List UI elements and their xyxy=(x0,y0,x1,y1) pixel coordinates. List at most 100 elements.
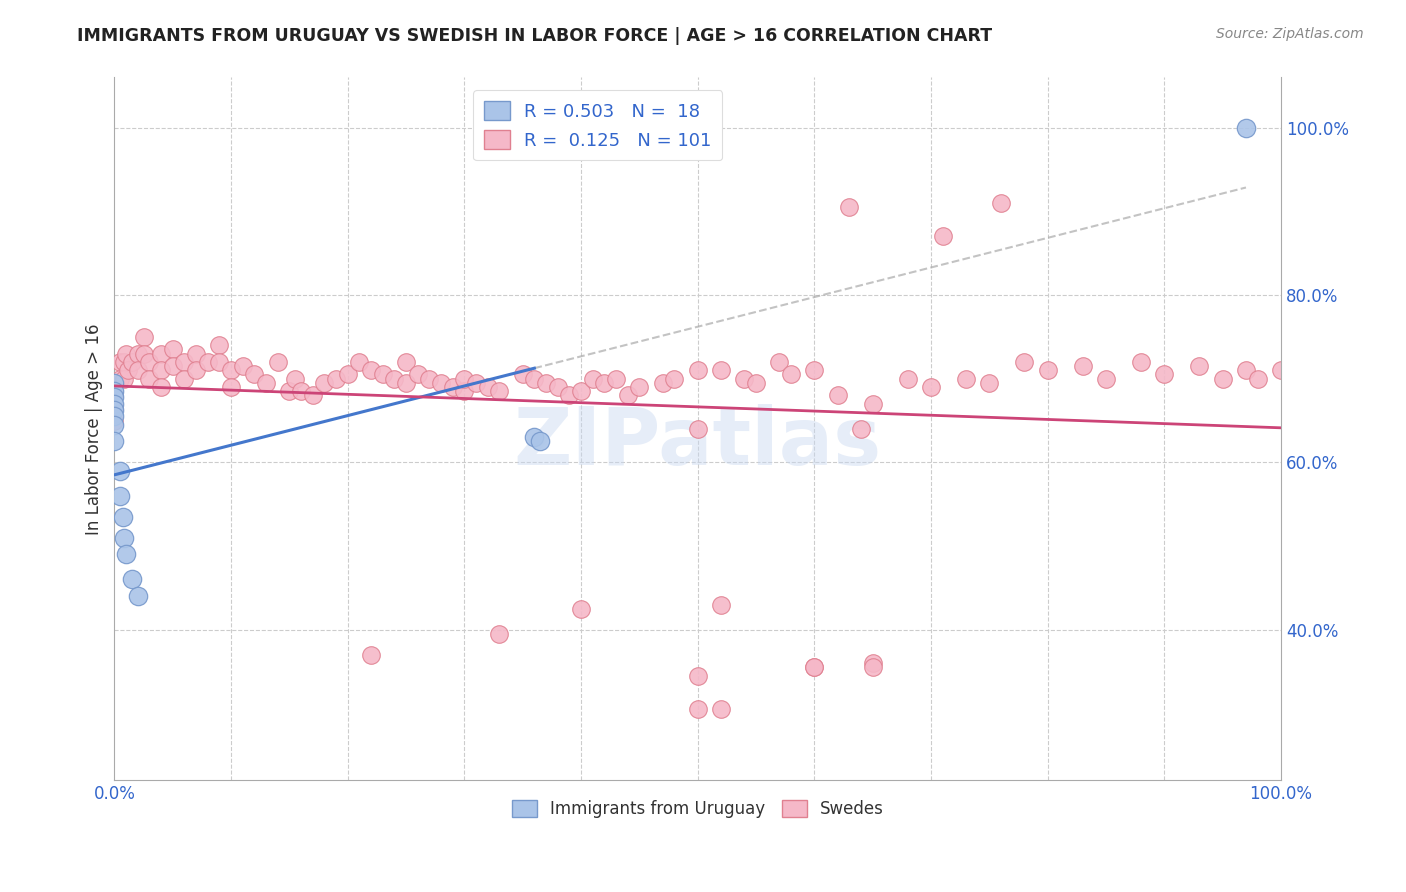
Immigrants from Uruguay xyxy=(115,548,138,562)
Swedes xyxy=(745,376,768,390)
Swedes xyxy=(382,372,405,386)
Swedes xyxy=(1212,372,1234,386)
Swedes xyxy=(1130,355,1153,369)
Swedes xyxy=(931,229,953,244)
Swedes xyxy=(523,372,546,386)
Swedes xyxy=(219,380,242,394)
Swedes xyxy=(150,346,173,360)
Text: ZIPatlas: ZIPatlas xyxy=(513,404,882,482)
Swedes xyxy=(1270,363,1292,377)
Swedes xyxy=(780,368,803,382)
Swedes xyxy=(278,384,301,399)
Swedes xyxy=(132,346,155,360)
Swedes xyxy=(558,388,581,402)
Swedes xyxy=(955,372,977,386)
Swedes xyxy=(1095,372,1118,386)
Swedes xyxy=(686,363,709,377)
Swedes xyxy=(686,422,709,436)
Swedes xyxy=(112,372,135,386)
Swedes xyxy=(1036,363,1059,377)
Swedes xyxy=(132,330,155,344)
Swedes xyxy=(547,380,569,394)
Swedes xyxy=(138,372,160,386)
Swedes xyxy=(569,384,592,399)
Swedes xyxy=(920,380,942,394)
Swedes xyxy=(117,363,139,377)
Swedes xyxy=(827,388,849,402)
Swedes xyxy=(803,660,825,674)
Immigrants from Uruguay xyxy=(103,417,125,432)
Immigrants from Uruguay xyxy=(121,573,143,587)
Swedes xyxy=(686,669,709,683)
Swedes xyxy=(430,376,453,390)
Swedes xyxy=(710,702,733,716)
Swedes xyxy=(103,376,125,390)
Text: Source: ZipAtlas.com: Source: ZipAtlas.com xyxy=(1216,27,1364,41)
Immigrants from Uruguay xyxy=(127,589,149,603)
Immigrants from Uruguay xyxy=(111,509,134,524)
Swedes xyxy=(162,343,184,357)
Swedes xyxy=(243,368,266,382)
Immigrants from Uruguay xyxy=(1234,120,1257,135)
Legend: Immigrants from Uruguay, Swedes: Immigrants from Uruguay, Swedes xyxy=(505,793,890,825)
Swedes xyxy=(1071,359,1094,373)
Swedes xyxy=(110,372,132,386)
Immigrants from Uruguay xyxy=(110,464,132,478)
Swedes xyxy=(112,355,135,369)
Immigrants from Uruguay xyxy=(103,397,125,411)
Swedes xyxy=(733,372,755,386)
Swedes xyxy=(710,363,733,377)
Swedes xyxy=(150,380,173,394)
Swedes xyxy=(121,355,143,369)
Swedes xyxy=(582,372,605,386)
Swedes xyxy=(290,384,312,399)
Immigrants from Uruguay xyxy=(523,430,546,444)
Swedes xyxy=(232,359,254,373)
Swedes xyxy=(990,196,1012,211)
Swedes xyxy=(127,363,149,377)
Swedes xyxy=(1246,372,1268,386)
Swedes xyxy=(838,200,860,214)
Swedes xyxy=(127,346,149,360)
Immigrants from Uruguay xyxy=(103,434,125,449)
Swedes xyxy=(336,368,359,382)
Swedes xyxy=(803,363,825,377)
Swedes xyxy=(616,388,638,402)
Swedes xyxy=(115,346,138,360)
Swedes xyxy=(477,380,499,394)
Swedes xyxy=(441,380,464,394)
Swedes xyxy=(1234,363,1257,377)
Swedes xyxy=(173,372,195,386)
Immigrants from Uruguay xyxy=(103,376,125,390)
Immigrants from Uruguay xyxy=(112,531,135,545)
Swedes xyxy=(349,355,371,369)
Swedes xyxy=(325,372,347,386)
Swedes xyxy=(103,413,125,427)
Swedes xyxy=(488,627,510,641)
Swedes xyxy=(395,376,418,390)
Swedes xyxy=(208,355,231,369)
Swedes xyxy=(197,355,219,369)
Swedes xyxy=(360,648,382,662)
Immigrants from Uruguay xyxy=(103,390,125,404)
Immigrants from Uruguay xyxy=(103,409,125,424)
Swedes xyxy=(110,355,132,369)
Swedes xyxy=(103,388,125,402)
Swedes xyxy=(664,372,686,386)
Swedes xyxy=(453,384,475,399)
Swedes xyxy=(534,376,557,390)
Immigrants from Uruguay xyxy=(103,402,125,417)
Swedes xyxy=(465,376,488,390)
Swedes xyxy=(208,338,231,352)
Swedes xyxy=(768,355,790,369)
Swedes xyxy=(267,355,290,369)
Swedes xyxy=(138,355,160,369)
Swedes xyxy=(897,372,920,386)
Immigrants from Uruguay xyxy=(103,384,125,399)
Swedes xyxy=(628,380,651,394)
Swedes xyxy=(686,702,709,716)
Swedes xyxy=(488,384,510,399)
Swedes xyxy=(314,376,336,390)
Swedes xyxy=(301,388,323,402)
Swedes xyxy=(103,401,125,415)
